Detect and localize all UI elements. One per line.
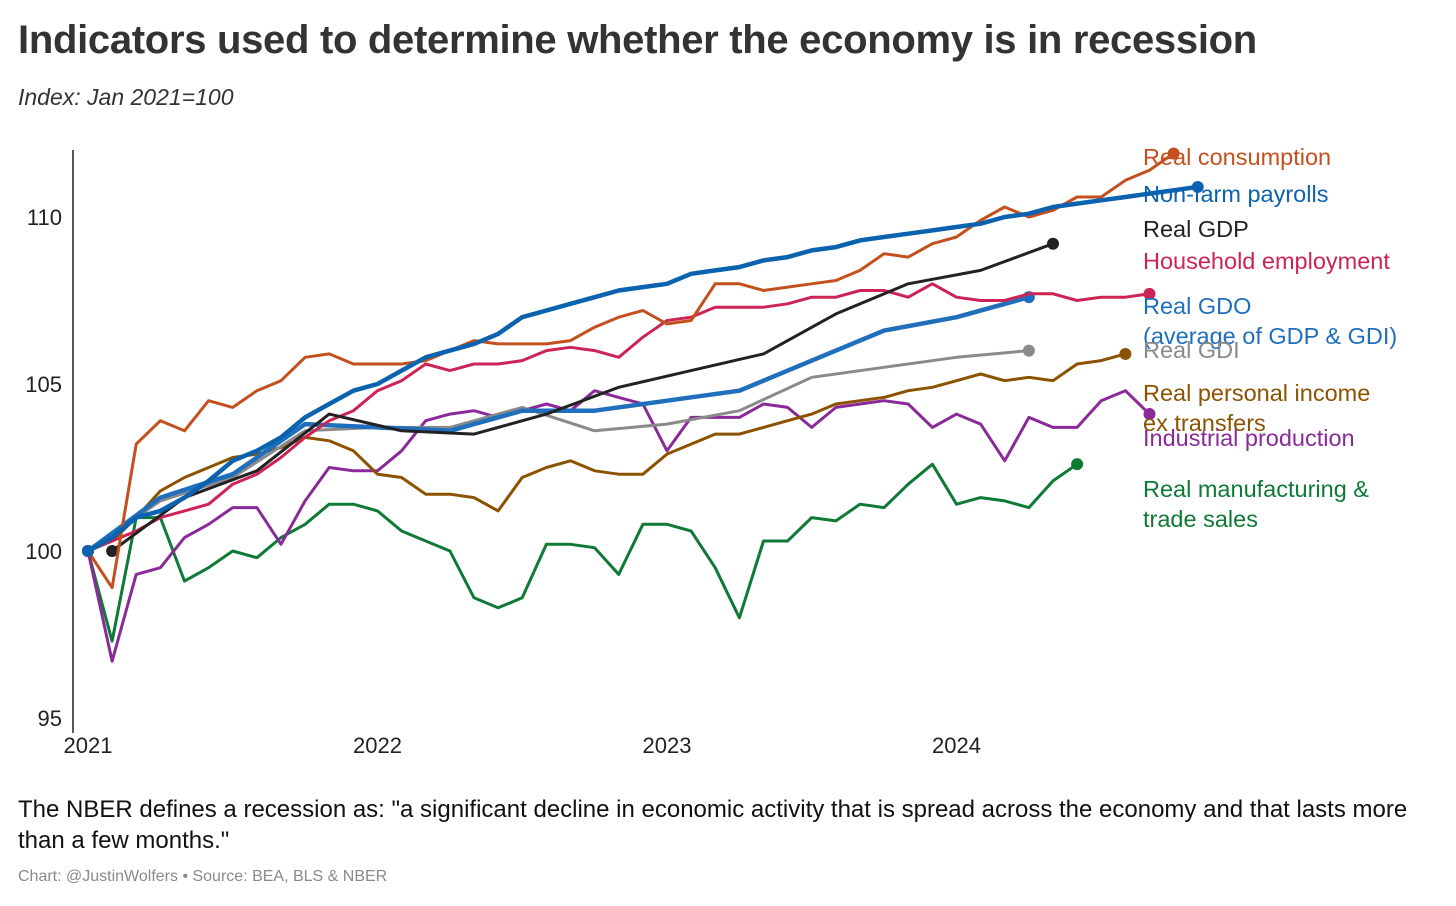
nber-definition-note: The NBER defines a recession as: "a sign… xyxy=(18,796,1408,854)
series-line-real-gdp xyxy=(110,242,1055,553)
x-tick-label: 2024 xyxy=(932,733,981,758)
chart-credit: Chart: @JustinWolfers • Source: BEA, BLS… xyxy=(18,868,388,885)
x-tick-label: 2023 xyxy=(643,733,692,758)
series-line-real-gdi xyxy=(86,349,1031,553)
series-end-dot-real-gdp xyxy=(1046,237,1059,250)
series-end-dot-real-manufacturing-trade-sales xyxy=(1071,458,1084,471)
y-tick-label: 100 xyxy=(25,539,62,564)
series-label-real-gdo: Real GDO xyxy=(1143,293,1251,319)
series-line-household-employment xyxy=(86,282,1151,553)
y-tick-label: 105 xyxy=(25,372,62,397)
x-tick-label: 2022 xyxy=(353,733,402,758)
series-label-non-farm-payrolls: Non-farm payrolls xyxy=(1143,181,1328,207)
series-label-real-consumption: Real consumption xyxy=(1143,144,1331,170)
line-chart: 95 100 105 110 2021 2022 2023 2024 Real consump… xyxy=(25,144,1397,758)
series-label-real-gdp: Real GDP xyxy=(1143,216,1249,242)
y-tick-label: 95 xyxy=(38,706,62,731)
series-line-real-gdo xyxy=(85,294,1032,554)
series-label-industrial-production: Industrial production xyxy=(1143,425,1355,451)
series-label-real-gdi: Real GDI xyxy=(1143,337,1240,363)
chart-title: Indicators used to determine whether the… xyxy=(18,18,1257,62)
series-label-real-gdo: (average of GDP & GDI) xyxy=(1143,323,1397,349)
series-label-real-personal-income-ex-transfers: ex transfers xyxy=(1143,410,1266,436)
x-tick-label: 2021 xyxy=(64,733,113,758)
series-start-dot-real-gdp xyxy=(106,545,119,557)
series-line-real-personal-income-ex-transfers xyxy=(86,352,1127,553)
series-end-dot-real-personal-income-ex-transfers xyxy=(1119,347,1132,360)
series-line-industrial-production xyxy=(86,389,1151,663)
series-label-real-manufacturing-trade-sales: trade sales xyxy=(1143,506,1258,532)
series-line-real-manufacturing-trade-sales xyxy=(86,462,1079,643)
series-label-real-manufacturing-trade-sales: Real manufacturing & xyxy=(1143,476,1369,502)
series-end-dot-real-consumption xyxy=(1167,147,1180,160)
series-label-real-personal-income-ex-transfers: Real personal income xyxy=(1143,380,1370,406)
series-end-dot-industrial-production xyxy=(1143,408,1156,421)
series-end-dot-real-gdi xyxy=(1022,344,1035,357)
series-label-household-employment: Household employment xyxy=(1143,248,1390,274)
series-end-dot-household-employment xyxy=(1143,287,1156,300)
chart-axes: 95 100 105 110 2021 2022 2023 2024 xyxy=(25,150,981,758)
series-line-real-consumption xyxy=(86,152,1176,590)
y-tick-label: 110 xyxy=(27,205,62,230)
series-labels: Real consumption Non-farm payrolls Real GD… xyxy=(1143,144,1397,532)
series-end-dot-non-farm-payrolls xyxy=(1191,180,1204,193)
chart-subtitle: Index: Jan 2021=100 xyxy=(18,84,234,110)
series-start-dot-non-farm-payrolls xyxy=(82,545,94,557)
chart-lines xyxy=(82,147,1204,663)
series-line-non-farm-payrolls xyxy=(85,184,1200,554)
